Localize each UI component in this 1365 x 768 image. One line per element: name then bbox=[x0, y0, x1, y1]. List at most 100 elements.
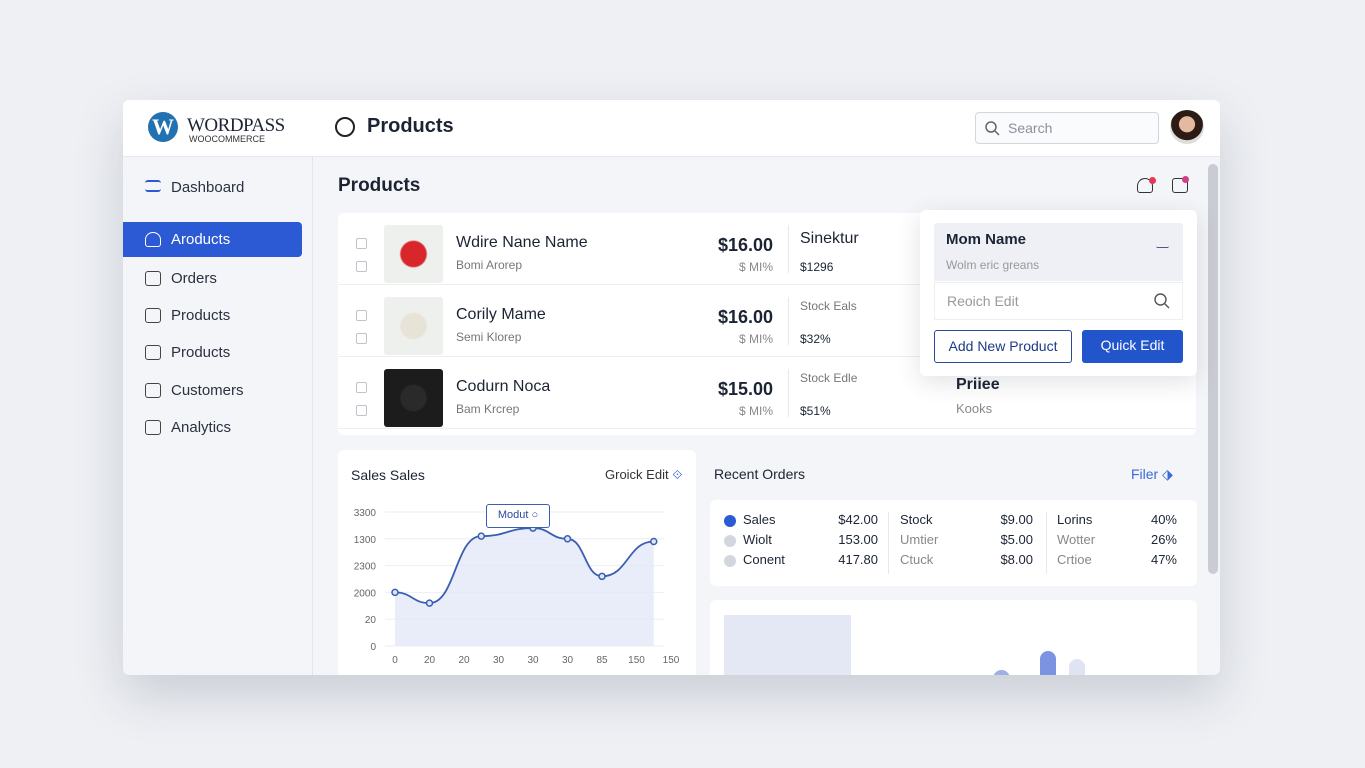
divider bbox=[1046, 512, 1047, 574]
notifications-icon[interactable] bbox=[1137, 178, 1153, 193]
x-tick-label: 150 bbox=[663, 655, 680, 666]
search-icon bbox=[985, 121, 1000, 136]
quick-edit-link[interactable]: Groick Edit ⟐ bbox=[605, 467, 682, 483]
analytics-icon bbox=[145, 420, 161, 435]
product-name[interactable]: Codurn Noca bbox=[456, 378, 551, 395]
x-tick-label: 30 bbox=[527, 655, 539, 666]
filter-button[interactable]: Filer ⬗ bbox=[1131, 466, 1173, 482]
order-name: Sales bbox=[743, 512, 776, 527]
sidebar-item-dashboard[interactable]: Dashboard bbox=[123, 170, 302, 205]
x-tick-label: 30 bbox=[493, 655, 505, 666]
sales-line-chart: 0 20 2000 2300 1300 3300 0 20 20 30 30 30 85 150 150 bbox=[354, 508, 680, 666]
legend-dot bbox=[724, 515, 736, 527]
row-checkbox[interactable] bbox=[356, 405, 367, 416]
product-price: $16.00 bbox=[718, 235, 774, 255]
product-name[interactable]: Corily Mame bbox=[456, 306, 546, 323]
row-checkbox[interactable] bbox=[356, 310, 367, 321]
row-checkbox[interactable] bbox=[356, 261, 367, 272]
sidebar-item-label: Aroducts bbox=[171, 231, 231, 248]
x-tick-label: 20 bbox=[424, 655, 436, 666]
quick-edit-popover: Mom Name Wolm eric greans Reoich Edit Ad… bbox=[920, 210, 1197, 376]
message-badge bbox=[1182, 176, 1189, 183]
data-point[interactable] bbox=[477, 532, 485, 540]
scrollbar[interactable] bbox=[1208, 164, 1218, 574]
quick-edit-label: Groick Edit bbox=[605, 467, 669, 482]
extra-title: Priiee bbox=[956, 376, 1000, 393]
sidebar-item-products[interactable]: Products bbox=[123, 298, 302, 333]
user-icon[interactable] bbox=[1156, 235, 1169, 248]
quick-edit-button[interactable]: Quick Edit bbox=[1082, 330, 1183, 363]
add-new-product-button[interactable]: Add New Product bbox=[934, 330, 1072, 363]
bar bbox=[993, 670, 1010, 675]
order-value2: $5.00 bbox=[1000, 532, 1033, 547]
product-thumbnail[interactable] bbox=[384, 297, 443, 355]
order-name: Conent bbox=[743, 552, 785, 567]
stock-value: $1296 bbox=[800, 260, 834, 274]
data-point[interactable] bbox=[598, 572, 606, 581]
sidebar-item-customers[interactable]: Customers bbox=[123, 373, 302, 408]
header-title: Products bbox=[367, 115, 454, 137]
y-tick-label: 2300 bbox=[354, 562, 377, 573]
search-input[interactable]: Search bbox=[975, 112, 1159, 144]
sidebar-item-label: Analytics bbox=[171, 419, 232, 436]
table-row[interactable]: Wdire Nane Name Bomi Arorep $16.00 $ MI%… bbox=[338, 213, 1196, 285]
messages-icon[interactable] bbox=[1172, 178, 1188, 193]
sales-title: Sales Sales bbox=[351, 467, 425, 483]
order-value: $42.00 bbox=[838, 512, 878, 527]
stock-label: Sinektur bbox=[800, 230, 859, 247]
table-row[interactable]: Codurn Noca Bam Krcrep $15.00 $ MI% Stoc… bbox=[338, 357, 1196, 429]
divider bbox=[788, 297, 789, 345]
product-meta: $ MI% bbox=[738, 404, 773, 418]
product-price: $16.00 bbox=[718, 307, 774, 327]
sidebar-item-analytics[interactable]: Analytics bbox=[123, 410, 302, 445]
data-point[interactable] bbox=[425, 599, 434, 607]
row-checkbox[interactable] bbox=[356, 333, 367, 344]
order-percent: 40% bbox=[1150, 512, 1177, 527]
popover-search-input[interactable]: Reoich Edit bbox=[934, 282, 1183, 320]
product-thumbnail[interactable] bbox=[384, 225, 443, 283]
bar bbox=[1069, 659, 1085, 675]
sidebar-item-label: Products bbox=[171, 344, 231, 361]
row-checkbox[interactable] bbox=[356, 382, 367, 393]
order-col2: Umtier bbox=[900, 532, 939, 547]
legend-dot bbox=[724, 555, 736, 567]
wordpress-logo[interactable]: W bbox=[148, 112, 178, 142]
avatar[interactable] bbox=[1170, 110, 1204, 144]
extra-sub: Kooks bbox=[956, 401, 993, 416]
y-tick-label: 20 bbox=[365, 615, 377, 626]
stock-label: Stock Eals bbox=[800, 299, 857, 313]
order-percent: 26% bbox=[1150, 532, 1177, 547]
data-point[interactable] bbox=[650, 537, 658, 546]
settings-icon: ⟐ bbox=[672, 467, 683, 482]
product-sub: Semi Klorep bbox=[456, 330, 522, 344]
data-point[interactable] bbox=[563, 535, 572, 543]
y-tick-label: 0 bbox=[370, 642, 376, 653]
row-checkbox[interactable] bbox=[356, 238, 367, 249]
sidebar-item-label: Products bbox=[171, 307, 231, 324]
sidebar-item-label: Dashboard bbox=[171, 179, 245, 196]
product-name[interactable]: Wdire Nane Name bbox=[456, 234, 588, 251]
order-col3: Lorins bbox=[1057, 512, 1093, 527]
data-point[interactable] bbox=[391, 588, 399, 597]
product-thumbnail[interactable] bbox=[384, 369, 443, 427]
sidebar: Dashboard Aroducts Orders Products Produ… bbox=[123, 157, 313, 675]
sales-card: Sales Sales Groick Edit ⟐ 0 20 2000 2300 130… bbox=[338, 450, 696, 675]
popover-title: Mom Name bbox=[946, 231, 1027, 248]
products-icon bbox=[335, 117, 355, 137]
product-meta: $ MI% bbox=[738, 260, 773, 274]
top-header: W WORDPASS WOOCOMMERCE Products Search bbox=[123, 100, 1220, 157]
table-row[interactable]: Corily Mame Semi Klorep $16.00 $ MI% Sto… bbox=[338, 285, 1196, 357]
user-icon bbox=[145, 232, 161, 247]
sidebar-item-products-2[interactable]: Products bbox=[123, 335, 302, 370]
recent-orders-table: Sales $42.00 Stock $9.00 Lorins 40% Wiol… bbox=[710, 500, 1197, 586]
product-meta: $ MI% bbox=[738, 332, 773, 346]
sidebar-item-orders[interactable]: Orders bbox=[123, 261, 302, 296]
sidebar-item-aroducts[interactable]: Aroducts bbox=[123, 222, 302, 257]
order-name: Wiolt bbox=[743, 532, 772, 547]
bar-chart-card bbox=[710, 600, 1197, 675]
bar bbox=[1040, 651, 1056, 675]
order-value2: $9.00 bbox=[1000, 512, 1033, 527]
x-tick-label: 85 bbox=[596, 655, 608, 666]
order-value2: $8.00 bbox=[1000, 552, 1033, 567]
stock-value: $51% bbox=[800, 404, 831, 418]
